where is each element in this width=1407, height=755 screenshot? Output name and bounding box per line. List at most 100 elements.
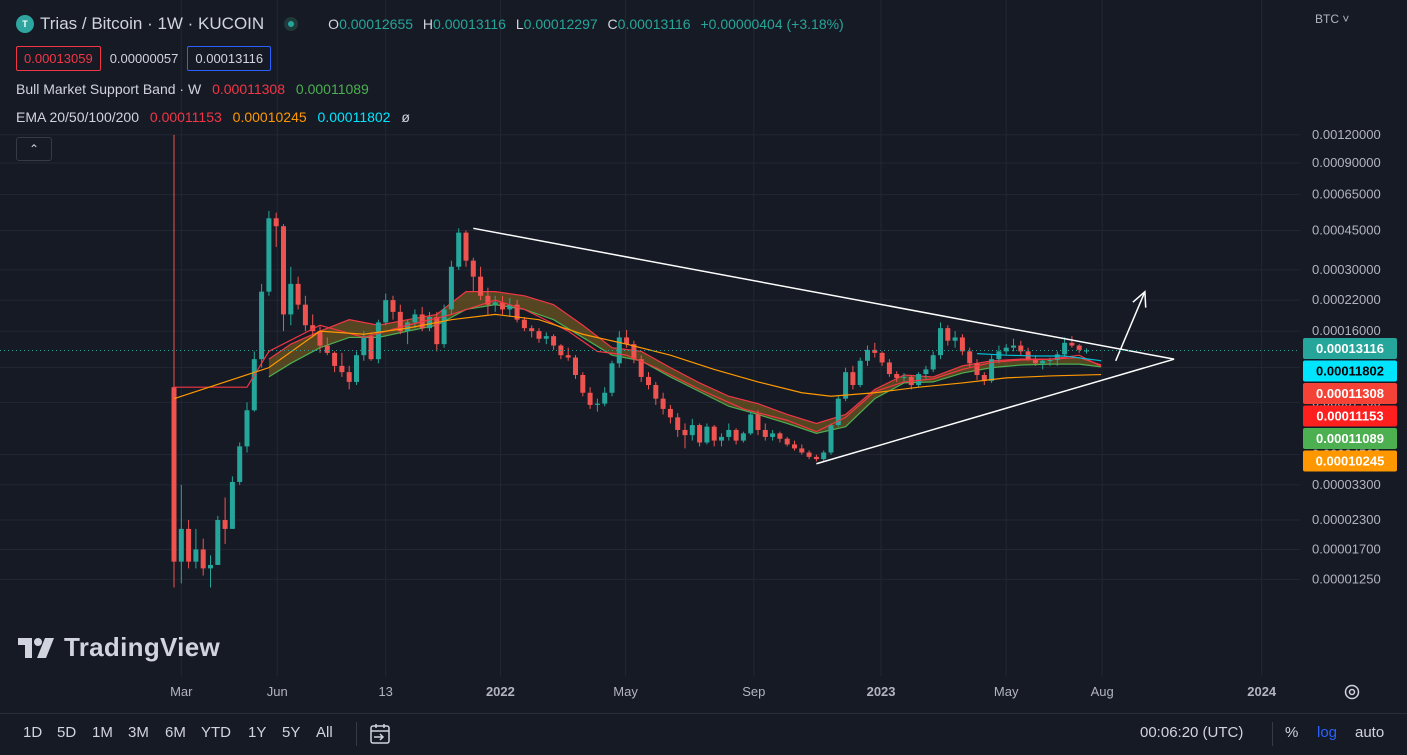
timeframe-5d[interactable]: 5D <box>57 724 77 741</box>
ohlc-close: 0.00013116 <box>617 16 691 32</box>
candle-body <box>463 232 469 261</box>
candle-body <box>281 226 286 315</box>
utc-clock[interactable]: 00:06:20 (UTC) <box>1140 724 1244 741</box>
candle-body <box>799 448 805 453</box>
currency-selector[interactable]: BTC ˅ <box>1315 12 1350 26</box>
chevron-up-icon: ⌃ <box>28 142 40 156</box>
candle-body <box>375 322 381 360</box>
timeframe-all[interactable]: All <box>316 724 333 741</box>
price-tick-label: 0.00002300 <box>1312 512 1381 527</box>
candle-body <box>288 283 294 315</box>
support-band <box>268 291 1102 434</box>
candle-body <box>784 438 790 445</box>
candle-body <box>894 374 900 378</box>
spread-value: 0.00000057 <box>109 51 179 66</box>
ema-100-line <box>976 353 1102 362</box>
log-scale-button[interactable]: log <box>1317 724 1338 741</box>
ema-value-3: 0.00011802 <box>317 109 391 125</box>
timeframe-5y[interactable]: 5Y <box>282 724 301 741</box>
ema-value-1: 0.00011153 <box>149 109 222 125</box>
candle-body <box>354 355 359 382</box>
candle-body <box>740 433 746 441</box>
candle-body <box>397 311 403 332</box>
triangle-trendline <box>473 227 1175 360</box>
candle-body <box>244 410 250 447</box>
candle-body <box>653 385 659 399</box>
ohlc-h-label: H <box>422 16 434 32</box>
price-label-bg <box>1303 405 1397 427</box>
candle-body <box>317 331 323 346</box>
timeframe-6m[interactable]: 6M <box>165 724 186 741</box>
timeframe-3m[interactable]: 3M <box>128 724 149 741</box>
percent-scale-button[interactable]: % <box>1285 724 1299 741</box>
candle-body <box>624 337 630 345</box>
candle-body <box>1054 354 1060 360</box>
price-chart[interactable]: 0.00120000 0.00090000 0.00065000 0.00045000… <box>0 0 1407 713</box>
candle-body <box>1032 359 1038 364</box>
candle-body <box>405 322 411 332</box>
price-scale-labels: 0.00013116 0.00011802 0.00011308 0.00011153… <box>1303 338 1397 472</box>
price-label-text: 0.00010245 <box>1316 454 1385 469</box>
timeframe-1y[interactable]: 1Y <box>248 724 267 741</box>
candle-body <box>755 414 761 430</box>
candle-body <box>587 392 593 405</box>
gear-icon[interactable] <box>1343 683 1361 701</box>
candle-body <box>660 398 666 409</box>
candle-body <box>865 349 870 361</box>
collapse-legend-button[interactable]: ⌃ <box>16 137 52 161</box>
timeframe-1d[interactable]: 1D <box>23 724 43 741</box>
price-label-bg <box>1303 360 1397 382</box>
candle-body <box>390 300 396 312</box>
ema-20-line <box>174 299 1102 433</box>
price-tick-label: 0.00003300 <box>1312 477 1381 492</box>
ohlc-high: 0.00013116 <box>433 16 506 32</box>
ohlc-l-label: L <box>515 16 524 32</box>
auto-scale-button[interactable]: auto <box>1355 724 1385 741</box>
indicator-ema[interactable]: EMA 20/50/100/200 0.00011153 0.00010245 … <box>16 109 844 127</box>
candle-body <box>500 302 505 310</box>
candle-body <box>938 328 943 356</box>
price-label-text: 0.00011802 <box>1316 364 1384 379</box>
price-label-bg <box>1303 338 1397 359</box>
indicator-bmsb[interactable]: Bull Market Support Band · W 0.00011308 … <box>16 81 844 99</box>
time-tick-label: May <box>613 684 638 699</box>
candle-body <box>368 336 374 360</box>
sell-price-button[interactable]: 0.00013059 <box>16 46 101 71</box>
calendar-goto-icon[interactable] <box>368 722 392 746</box>
candle-body <box>916 374 922 386</box>
candle-body <box>879 352 885 363</box>
candle-body <box>974 363 980 375</box>
price-tick-label: 0.00001700 <box>1312 541 1381 556</box>
symbol-title[interactable]: Trias / Bitcoin · 1W · KUCOIN <box>40 14 265 33</box>
candle-body <box>332 352 338 366</box>
timeframe-ytd[interactable]: YTD <box>201 724 231 741</box>
candle-body <box>726 429 732 437</box>
candle-body <box>609 363 615 393</box>
candle-body <box>602 392 608 404</box>
buy-price-button[interactable]: 0.00013116 <box>187 46 272 71</box>
candle-body <box>923 369 929 375</box>
candle-body <box>667 408 673 418</box>
candle-body <box>682 429 688 436</box>
trias-coin-icon: T <box>16 15 34 33</box>
candle-body <box>872 349 878 353</box>
time-tick-label: Aug <box>1091 684 1114 699</box>
timeframe-1m[interactable]: 1M <box>92 724 113 741</box>
time-tick-label: 13 <box>378 684 392 699</box>
candle-body <box>412 314 418 323</box>
breakout-arrow <box>1115 291 1146 362</box>
candle-body <box>295 283 301 305</box>
candle-body <box>762 429 768 437</box>
candle-body <box>967 351 973 364</box>
candle-body <box>492 302 498 305</box>
bmsb-value-2: 0.00011089 <box>295 81 369 97</box>
ohlc-low: 0.00012297 <box>523 16 598 32</box>
toolbar-divider-right <box>1272 722 1273 746</box>
ohlc-values: O0.00012655 H0.00013116 L0.00012297 C0.0… <box>322 16 844 32</box>
candle-body <box>1084 350 1089 352</box>
price-tick-label: 0.00090000 <box>1312 155 1381 170</box>
candle-body <box>594 403 600 405</box>
candle-body <box>565 355 571 358</box>
candle-body <box>631 344 637 360</box>
price-tick-label: 0.00022000 <box>1312 292 1381 307</box>
